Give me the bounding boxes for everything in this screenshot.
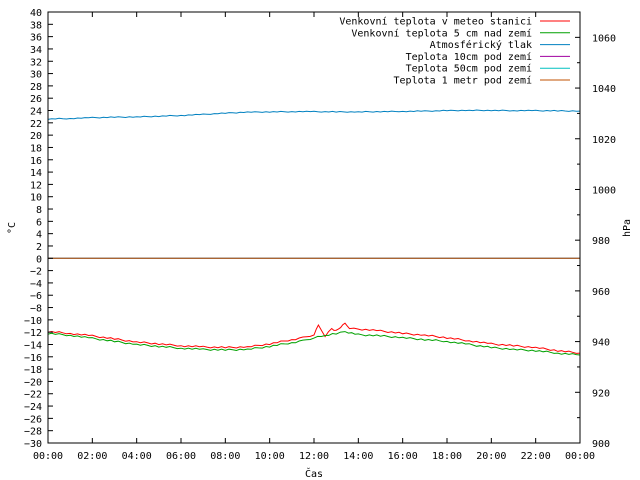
y-tick-label-right: 940 xyxy=(592,338,610,349)
y-tick-label-left: −26 xyxy=(24,414,42,425)
y-tick-label-right: 1020 xyxy=(592,135,616,146)
y-tick-label-right: 920 xyxy=(592,388,610,399)
legend-label: Atmosférický tlak xyxy=(430,39,532,51)
series-layer xyxy=(47,109,581,356)
y-tick-label-left: 0 xyxy=(36,254,42,265)
x-tick-label: 18:00 xyxy=(432,451,462,462)
y-tick-label-left: 16 xyxy=(30,156,42,167)
x-tick-label: 00:00 xyxy=(33,451,63,462)
y-tick-label-left: 4 xyxy=(36,230,42,241)
x-tick-label: 12:00 xyxy=(299,451,329,462)
y-tick-label-left: −6 xyxy=(30,291,42,302)
x-tick-label: 02:00 xyxy=(77,451,107,462)
x-axis-label: Čas xyxy=(305,467,323,480)
x-tick-label: 04:00 xyxy=(122,451,152,462)
x-tick-label: 10:00 xyxy=(255,451,285,462)
y-axis-label-left: °C xyxy=(7,222,18,234)
y-tick-label-left: −12 xyxy=(24,328,42,339)
y-tick-label-right: 980 xyxy=(592,236,610,247)
legend: Venkovní teplota v meteo staniciVenkovní… xyxy=(339,16,570,87)
y-tick-label-left: 38 xyxy=(30,20,42,31)
y-tick-label-left: 10 xyxy=(30,193,42,204)
y-tick-label-left: −28 xyxy=(24,427,42,438)
y-tick-label-left: −22 xyxy=(24,390,42,401)
y-axis-label-right: hPa xyxy=(622,219,633,237)
y-tick-label-left: 22 xyxy=(30,119,42,130)
y-tick-label-left: 32 xyxy=(30,57,42,68)
series-line xyxy=(47,109,581,120)
x-tick-label: 22:00 xyxy=(521,451,551,462)
legend-label: Teplota 50cm pod zemí xyxy=(406,63,532,75)
legend-label: Teplota 1 metr pod zemí xyxy=(394,75,532,87)
series-line xyxy=(47,331,581,356)
legend-label: Venkovní teplota v meteo stanici xyxy=(339,16,532,28)
y-tick-label-right: 1060 xyxy=(592,33,616,44)
legend-label: Teplota 10cm pod zemí xyxy=(406,51,532,63)
y-tick-label-left: 12 xyxy=(30,180,42,191)
series-line xyxy=(47,322,581,354)
y-tick-label-left: 40 xyxy=(30,8,42,19)
y-tick-label-left: 18 xyxy=(30,143,42,154)
y-tick-label-left: −20 xyxy=(24,377,42,388)
y-tick-label-left: 26 xyxy=(30,94,42,105)
y-tick-label-left: 30 xyxy=(30,70,42,81)
y-tick-label-left: −8 xyxy=(30,304,42,315)
y-tick-label-right: 1040 xyxy=(592,84,616,95)
y-tick-label-left: 24 xyxy=(30,107,42,118)
y-tick-label-left: −2 xyxy=(30,267,42,278)
y-tick-label-left: 28 xyxy=(30,82,42,93)
y-tick-label-left: 14 xyxy=(30,168,42,179)
x-tick-label: 06:00 xyxy=(166,451,196,462)
x-tick-label: 08:00 xyxy=(210,451,240,462)
y-tick-label-left: −16 xyxy=(24,353,42,364)
y-tick-label-left: −18 xyxy=(24,365,42,376)
x-tick-label: 14:00 xyxy=(343,451,373,462)
y-tick-label-left: −24 xyxy=(24,402,42,413)
y-tick-label-left: −4 xyxy=(30,279,42,290)
y-tick-label-right: 960 xyxy=(592,287,610,298)
x-tick-label: 16:00 xyxy=(388,451,418,462)
y-tick-label-left: 2 xyxy=(36,242,42,253)
y-tick-label-left: 8 xyxy=(36,205,42,216)
y-tick-label-left: 36 xyxy=(30,33,42,44)
x-tick-label: 20:00 xyxy=(476,451,506,462)
y-tick-label-left: 20 xyxy=(30,131,42,142)
y-tick-label-left: −10 xyxy=(24,316,42,327)
y-tick-label-right: 900 xyxy=(592,439,610,450)
axes-layer: 00:00 02:00 04:00 06:00 08:00 10:00 12:00 14:00… xyxy=(24,8,616,462)
y-tick-label-left: 6 xyxy=(36,217,42,228)
y-tick-label-right: 1000 xyxy=(592,185,616,196)
y-tick-label-left: −30 xyxy=(24,439,42,450)
legend-label: Venkovní teplota 5 cm nad zemí xyxy=(351,27,532,39)
y-tick-label-left: −14 xyxy=(24,340,42,351)
y-tick-label-left: 34 xyxy=(30,45,42,56)
x-tick-label: 00:00 xyxy=(565,451,595,462)
